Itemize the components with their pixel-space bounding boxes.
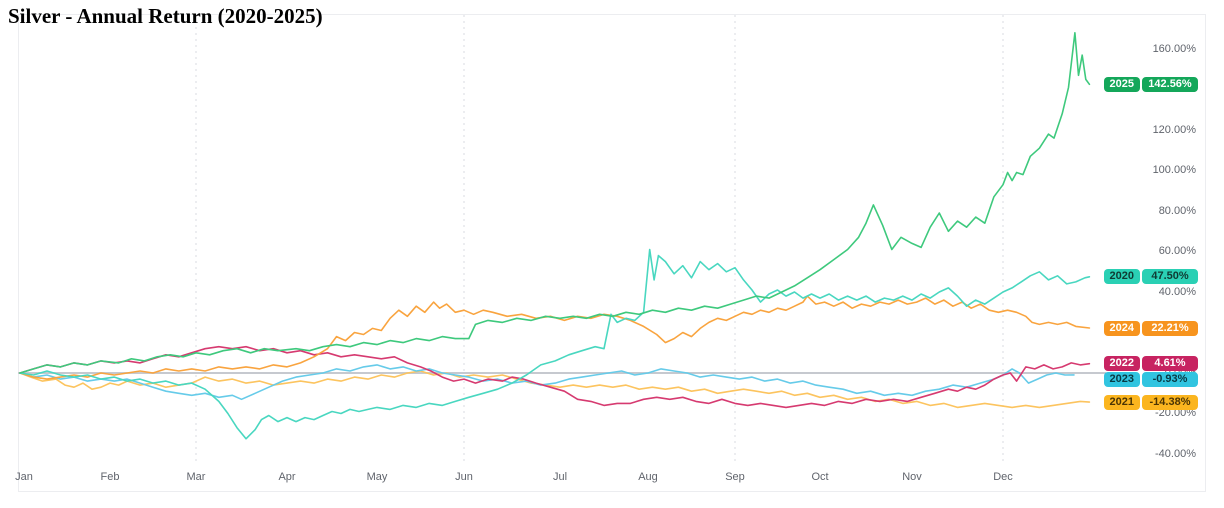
chart-plot-area (18, 14, 1206, 492)
year-badge-2023: 2023 -0.93% (1103, 372, 1198, 388)
x-month-label-aug: Aug (638, 471, 658, 483)
x-month-label-feb: Feb (100, 471, 120, 483)
y-tick-label: 160.00% (1152, 42, 1196, 55)
x-month-label-may: May (366, 471, 388, 483)
badge-final-value: 4.61% (1142, 356, 1198, 372)
x-month-label-mar: Mar (186, 471, 206, 483)
chart-title: Silver - Annual Return (2020-2025) (8, 4, 323, 28)
y-tick-label: 80.00% (1158, 204, 1196, 217)
y-tick-label: 40.00% (1158, 285, 1196, 298)
badge-year-label: 2025 (1103, 76, 1140, 92)
year-badge-2022: 2022 4.61% (1103, 356, 1198, 372)
badge-year-label: 2023 (1103, 372, 1140, 388)
badge-final-value: 47.50% (1142, 269, 1198, 285)
x-month-label-jan: Jan (15, 471, 33, 483)
x-month-label-jul: Jul (552, 471, 568, 483)
badge-final-value: 22.21% (1142, 320, 1198, 336)
y-tick-label: 60.00% (1158, 245, 1196, 257)
badge-final-value: -14.38% (1142, 394, 1198, 410)
year-badge-2025: 2025 142.56% (1103, 76, 1198, 92)
y-tick-label: -20.00% (1155, 407, 1196, 419)
badge-final-value: 142.56% (1142, 76, 1198, 92)
badge-year-label: 2024 (1103, 320, 1140, 336)
badge-year-label: 2020 (1103, 269, 1140, 285)
y-tick-label: -40.00% (1155, 447, 1196, 460)
badge-final-value: -0.93% (1142, 372, 1198, 388)
year-badge-2021: 2021 -14.38% (1103, 394, 1198, 410)
badge-year-label: 2021 (1103, 394, 1140, 410)
year-badge-2024: 2024 22.21% (1103, 320, 1198, 336)
x-month-label-oct: Oct (811, 471, 829, 483)
year-badge-2020: 2020 47.50% (1103, 269, 1198, 285)
y-tick-label: 100.00% (1152, 164, 1196, 176)
x-month-label-nov: Nov (902, 471, 922, 483)
badge-year-label: 2022 (1103, 356, 1140, 372)
x-month-label-apr: Apr (278, 471, 296, 483)
y-tick-label: 120.00% (1152, 123, 1196, 136)
x-month-label-jun: Jun (455, 471, 473, 483)
x-month-label-sep: Sep (725, 471, 745, 483)
x-month-label-dec: Dec (993, 471, 1013, 483)
